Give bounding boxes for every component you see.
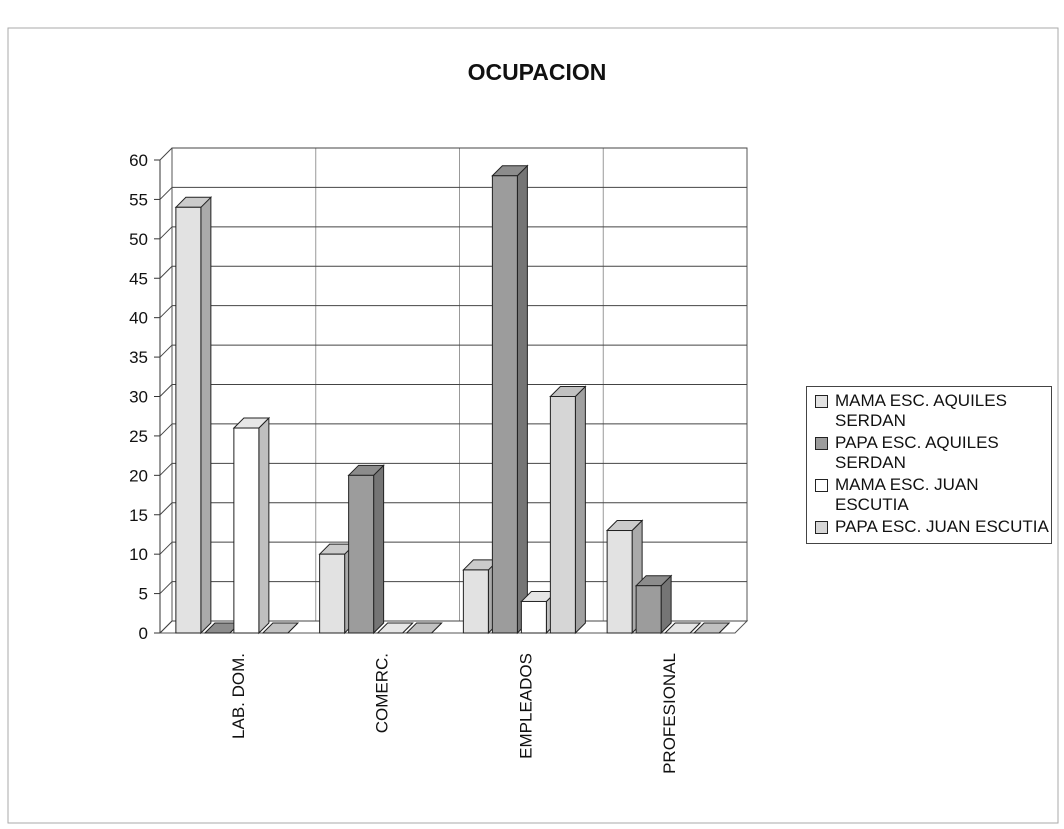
y-tick-label: 60 bbox=[129, 151, 148, 170]
x-tick-label: COMERC. bbox=[373, 653, 392, 733]
bar bbox=[376, 622, 414, 634]
bar-front bbox=[635, 585, 662, 634]
bar-side bbox=[516, 164, 528, 635]
legend-entry: PAPA ESC. JUAN ESCUTIA bbox=[807, 517, 1051, 537]
bar-front bbox=[606, 530, 633, 634]
bar bbox=[347, 464, 385, 635]
bar-side bbox=[574, 385, 586, 635]
x-tick-label: PROFESIONAL bbox=[660, 653, 679, 774]
legend-entry: MAMA ESC. AQUILES SERDAN bbox=[807, 391, 1051, 431]
y-tick-label: 40 bbox=[129, 309, 148, 328]
y-tick-label: 5 bbox=[139, 585, 148, 604]
y-tick-label: 25 bbox=[129, 427, 148, 446]
bar-side bbox=[373, 464, 385, 635]
bar-side bbox=[258, 416, 270, 635]
grid-line bbox=[159, 620, 173, 634]
legend-label: PAPA ESC. AQUILES SERDAN bbox=[835, 433, 999, 472]
bar bbox=[663, 622, 702, 634]
legend-label: MAMA ESC. JUAN ESCUTIA bbox=[835, 475, 979, 514]
y-tick-label: 20 bbox=[129, 466, 148, 485]
legend-entry: MAMA ESC. JUAN ESCUTIA bbox=[807, 475, 1051, 515]
grid-line bbox=[159, 462, 173, 476]
bar bbox=[692, 622, 731, 634]
legend-swatch bbox=[815, 479, 828, 492]
y-tick-label: 30 bbox=[129, 388, 148, 407]
y-tick-label: 45 bbox=[129, 269, 148, 288]
grid-line bbox=[159, 305, 173, 319]
bar-top bbox=[405, 622, 443, 634]
frame bbox=[7, 27, 1059, 824]
x-tick-label: EMPLEADOS bbox=[516, 653, 535, 759]
bar bbox=[261, 622, 300, 634]
bar bbox=[491, 164, 529, 635]
bar-top bbox=[692, 622, 731, 634]
bar-front bbox=[491, 175, 518, 634]
y-tick-label: 55 bbox=[129, 190, 148, 209]
grid-line bbox=[159, 344, 173, 358]
grid-line bbox=[159, 384, 173, 397]
y-tick-label: 50 bbox=[129, 230, 148, 249]
bar-front bbox=[233, 427, 260, 634]
bar-front bbox=[462, 569, 489, 634]
bar-top bbox=[376, 622, 414, 634]
grid-line bbox=[159, 147, 173, 161]
legend-label: MAMA ESC. AQUILES SERDAN bbox=[835, 391, 1007, 430]
legend-swatch bbox=[815, 395, 828, 408]
y-tick-label: 15 bbox=[129, 506, 148, 525]
bar-top bbox=[261, 622, 300, 634]
bar-front bbox=[319, 553, 346, 634]
grid-line bbox=[159, 502, 173, 516]
bar-side bbox=[200, 196, 212, 635]
grid-line bbox=[159, 187, 173, 200]
chart-title: OCUPACION bbox=[468, 59, 607, 85]
grid-line bbox=[159, 541, 173, 555]
bar-front bbox=[549, 396, 576, 634]
legend-label: PAPA ESC. JUAN ESCUTIA bbox=[835, 517, 1049, 536]
grid-line bbox=[159, 226, 173, 240]
bar-front bbox=[348, 474, 375, 634]
bar bbox=[405, 622, 443, 634]
y-tick-label: 0 bbox=[139, 624, 148, 643]
legend-swatch bbox=[815, 437, 828, 450]
bar bbox=[174, 196, 213, 635]
legend-entry: PAPA ESC. AQUILES SERDAN bbox=[807, 433, 1051, 473]
bar-front bbox=[520, 600, 547, 634]
bar-front bbox=[175, 206, 202, 634]
grid-line bbox=[159, 581, 173, 594]
x-tick-label: LAB. DOM. bbox=[229, 653, 248, 739]
grid-line bbox=[159, 265, 173, 279]
bar bbox=[549, 385, 587, 635]
legend: MAMA ESC. AQUILES SERDAN PAPA ESC. AQUILE… bbox=[806, 386, 1052, 544]
y-tick-label: 10 bbox=[129, 545, 148, 564]
legend-swatch bbox=[815, 521, 828, 534]
grid-line bbox=[159, 423, 173, 437]
bar bbox=[232, 416, 271, 635]
bar-top bbox=[663, 622, 702, 634]
y-tick-label: 35 bbox=[129, 348, 148, 367]
bar bbox=[634, 574, 673, 635]
